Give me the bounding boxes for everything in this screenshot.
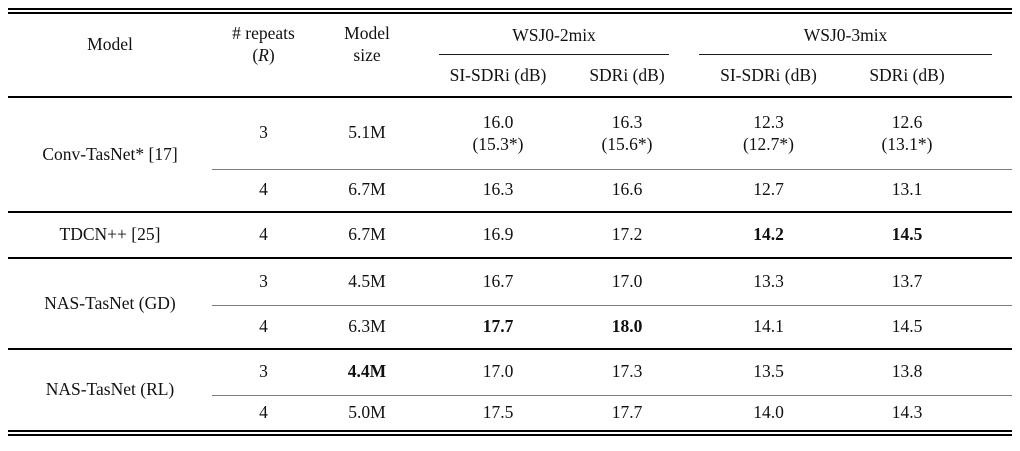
table-row: NAS-TasNet (RL) 3 4.4M 17.0 17.3 13.5 13… [8,349,1012,399]
cell-si-sdri-2mix: 16.3 [433,169,563,213]
cell-si-sdri-2mix: 17.5 [482,401,514,422]
header-row-metrics: SI-SDRi (dB) SDRi (dB) SI-SDRi (dB) SDRi… [8,55,1012,98]
group-label-wrap: WSJ0-2mix [439,25,669,55]
cell-size: 6.7M [315,212,433,259]
header-row-groups: Model # repeats (R) Model size WSJ0-2mix… [8,11,1012,98]
cell-sdri-2mix: 18.0 [563,305,697,350]
cell-repeats: 3 [212,258,315,306]
header-repeats-line1: # repeats [232,23,295,44]
cell-si-sdri-3mix: 12.7 [697,169,840,213]
cell-note: (15.3*) [472,134,524,155]
group-label-wrap: WSJ0-3mix [699,25,992,55]
cell-size: 5.1M [315,97,433,170]
cell-sdri-2mix: 17.0 [563,258,697,306]
table-header: Model # repeats (R) Model size WSJ0-2mix… [8,11,1012,98]
cell-sdri-3mix: 14.5 [840,305,1012,350]
cell-sdri-2mix: 17.2 [563,212,697,259]
cell-sdri-3mix: 14.3 [891,401,923,422]
math-symbol-R: R [258,45,269,65]
cell-sdri-2mix: 17.7 [611,401,643,422]
cell-size: 6.7M [315,169,433,213]
cell-si-sdri-2mix: 16.0 (15.3*) [433,97,563,170]
cell-si-sdri-2mix: 17.7 [433,305,563,350]
cell-sdri-3mix: 13.1 [840,169,1012,213]
table-row: 4 6.3M 17.7 18.0 14.1 14.5 [8,305,1012,350]
results-table: Model # repeats (R) Model size WSJ0-2mix… [8,8,1012,436]
cell-repeats: 4 [212,169,315,213]
header-model: Model [8,11,212,98]
header-size-line1: Model [344,23,390,44]
cell-repeats: 4 [212,212,315,259]
header-sdri-3mix: SDRi (dB) [840,55,1012,98]
header-group-wsj0-3mix: WSJ0-3mix [697,11,1012,55]
cell-note: (15.6*) [601,134,653,155]
cell-sdri-2mix: 16.3 (15.6*) [563,97,697,170]
cell-si-sdri-3mix: 14.0 [753,401,784,422]
cell-si-sdri-3mix: 12.3 (12.7*) [697,97,840,170]
cell-model: TDCN++ [25] [8,212,212,259]
cell-sdri-3mix: 13.8 [840,349,1012,396]
cell-si-sdri-2mix: 17.0 [433,349,563,396]
cell-repeats: 4 [259,401,268,422]
header-repeats: # repeats (R) [212,11,315,98]
cell-sdri-3mix: 13.7 [840,258,1012,306]
cell-si-sdri-3mix: 13.3 [697,258,840,306]
cell-size: 5.0M [348,401,386,422]
table-row: 4 5.0M 17.5 17.7 14.0 14.3 [8,395,1012,433]
cell-sdri-3mix: 12.6 (13.1*) [840,97,1012,170]
cell-size: 6.3M [315,305,433,350]
table-row: Conv-TasNet* [17] 3 5.1M 16.0 (15.3*) 16… [8,97,1012,213]
cell-size: 4.5M [315,258,433,306]
header-size-line2: size [353,45,381,65]
cell-repeats: 3 [212,97,315,170]
table-row: NAS-TasNet (GD) 3 4.5M 16.7 17.0 13.3 13… [8,258,1012,350]
table-row: 4 6.7M 16.3 16.6 12.7 13.1 [8,169,1012,213]
cell-size: 4.4M [315,349,433,396]
cell-model: NAS-TasNet (GD) [8,258,212,350]
header-repeats-line2: (R) [252,45,275,65]
cell-sdri-3mix: 14.5 [840,212,1012,259]
cell-si-sdri-3mix: 13.5 [697,349,840,396]
cell-si-sdri-3mix: 14.2 [697,212,840,259]
cell-si-sdri-2mix: 16.7 [433,258,563,306]
header-model-size: Model size [315,11,433,98]
table-body: Conv-TasNet* [17] 3 5.1M 16.0 (15.3*) 16… [8,97,1012,433]
cell-repeats: 3 [212,349,315,396]
cell-model: NAS-TasNet (RL) [45,379,175,400]
cell-note: (12.7*) [742,134,795,155]
header-group-wsj0-2mix: WSJ0-2mix [433,11,697,55]
cell-si-sdri-2mix: 16.9 [433,212,563,259]
cell-sdri-2mix: 17.3 [563,349,697,396]
cell-repeats: 4 [212,305,315,350]
header-sdri-2mix: SDRi (dB) [563,55,697,98]
cell-si-sdri-3mix: 14.1 [697,305,840,350]
header-si-sdri-2mix: SI-SDRi (dB) [433,55,563,98]
table-row: TDCN++ [25] 4 6.7M 16.9 17.2 14.2 14.5 [8,212,1012,259]
header-si-sdri-3mix: SI-SDRi (dB) [697,55,840,98]
cell-sdri-2mix: 16.6 [563,169,697,213]
cell-note: (13.1*) [881,134,933,155]
cell-model: Conv-TasNet* [17] [8,97,212,213]
